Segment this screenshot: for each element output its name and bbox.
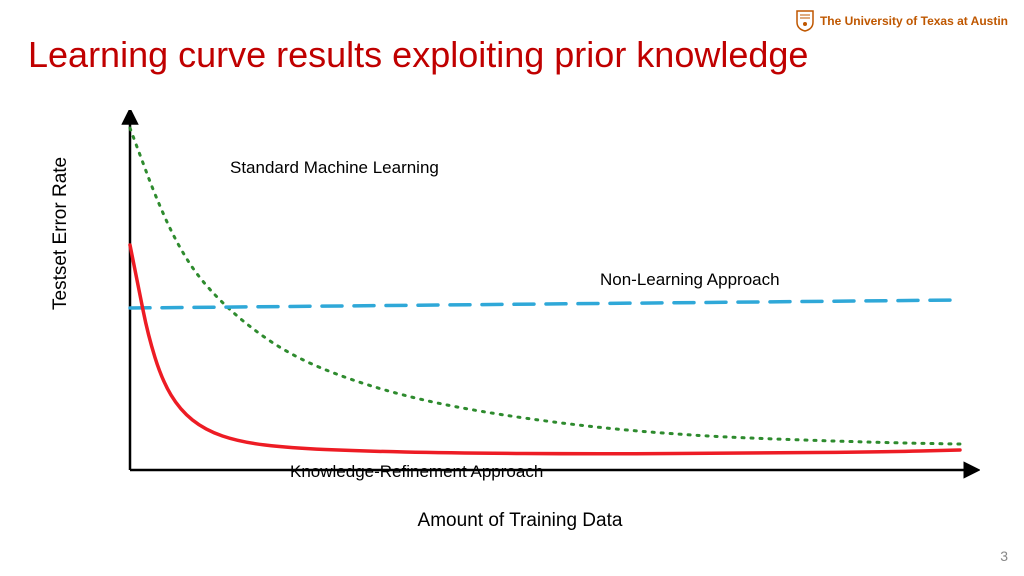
institution-logo: The University of Texas at Austin (796, 10, 1008, 32)
standard-ml-label: Standard Machine Learning (230, 158, 439, 178)
shield-icon (796, 10, 814, 32)
x-axis-label: Amount of Training Data (418, 510, 623, 532)
non-learning-label: Non-Learning Approach (600, 270, 780, 290)
learning-curve-chart: Testset Error Rate Standard Machine Lear… (60, 110, 980, 530)
y-axis-label: Testset Error Rate (50, 157, 72, 310)
page-number: 3 (1000, 548, 1008, 564)
institution-name: The University of Texas at Austin (820, 14, 1008, 28)
knowledge-refinement-curve (130, 245, 960, 454)
knowledge-refinement-label: Knowledge-Refinement Approach (290, 462, 543, 482)
slide-title: Learning curve results exploiting prior … (28, 34, 808, 76)
non-learning-curve (130, 300, 960, 308)
